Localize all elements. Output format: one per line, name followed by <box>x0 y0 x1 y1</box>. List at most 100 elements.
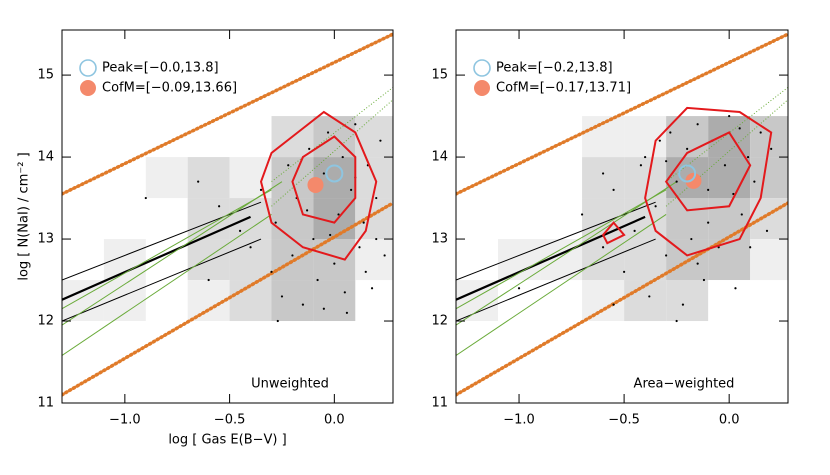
data-point <box>601 246 605 249</box>
density-cell <box>313 280 356 322</box>
data-point <box>644 155 647 159</box>
relation-line <box>62 214 272 356</box>
y-tick-label: 14 <box>37 150 54 165</box>
data-point <box>308 147 311 150</box>
data-point <box>326 131 330 134</box>
x-tick-label: −0.5 <box>608 413 640 428</box>
density-cell <box>103 239 146 281</box>
density-cell <box>271 239 314 281</box>
x-axis-label: log [ Gas E(B−V) ] <box>168 433 286 448</box>
density-cell <box>498 239 541 281</box>
data-point <box>274 221 277 224</box>
data-point <box>665 254 668 257</box>
data-point <box>276 319 279 323</box>
data-point <box>633 229 636 232</box>
density-cell <box>750 157 788 199</box>
peak-marker <box>678 164 697 183</box>
x-tick-label: −1.0 <box>109 413 141 428</box>
data-point <box>238 229 242 232</box>
data-point <box>333 262 336 265</box>
data-point <box>728 114 731 118</box>
data-point <box>316 278 319 282</box>
density-cell <box>187 239 230 281</box>
data-point <box>654 205 657 208</box>
relation-line <box>62 181 283 326</box>
data-point <box>675 180 678 183</box>
plot-area <box>62 32 393 397</box>
legend-label: Peak=[−0.2,13.8] <box>496 61 613 76</box>
y-axis-label: log [ N(NaI) / cm⁻² ] <box>17 152 32 280</box>
data-point <box>765 229 769 232</box>
y-tick-label: 12 <box>431 314 448 329</box>
density-cell <box>271 198 314 240</box>
density-cell <box>271 157 314 199</box>
data-point <box>669 131 672 134</box>
density-cell <box>355 239 393 281</box>
y-tick-label: 13 <box>37 232 54 247</box>
data-point <box>322 307 325 310</box>
density-cell <box>229 157 272 199</box>
legend-label: CofM=[−0.17,13.71] <box>496 81 631 96</box>
legend-marker <box>474 80 490 96</box>
contour <box>259 110 378 261</box>
density-cell <box>355 157 393 199</box>
data-point <box>358 246 361 249</box>
density-cell <box>187 157 230 199</box>
contour <box>664 131 752 212</box>
data-point <box>375 196 378 200</box>
relation-line <box>62 238 262 322</box>
density-cell <box>271 280 314 322</box>
density-cell <box>750 239 788 281</box>
data-point <box>270 270 273 273</box>
data-point <box>259 188 263 191</box>
y-tick-label: 15 <box>431 68 448 83</box>
data-point <box>623 270 626 273</box>
density-cell <box>582 239 625 281</box>
data-point <box>341 155 344 159</box>
data-point <box>612 188 615 191</box>
data-point <box>686 147 689 150</box>
plot-frame <box>61 29 394 404</box>
density-cell <box>582 157 625 199</box>
data-point <box>312 237 315 241</box>
density-cell <box>313 157 356 199</box>
data-point <box>740 213 743 216</box>
data-point <box>343 291 346 294</box>
data-point <box>658 139 661 142</box>
relation-line <box>62 32 393 196</box>
legend-marker <box>79 59 97 77</box>
x-tick-label: 0.0 <box>719 413 740 428</box>
contour <box>644 106 773 257</box>
x-tick-label: 0.0 <box>324 413 345 428</box>
plot-area <box>456 32 788 397</box>
y-tick-label: 13 <box>431 232 448 247</box>
data-point <box>370 287 374 290</box>
relation-line <box>62 201 393 397</box>
x-tick-label: −0.5 <box>214 413 246 428</box>
data-point <box>707 188 710 191</box>
density-cell <box>666 280 709 322</box>
data-point <box>218 205 221 208</box>
data-point <box>362 221 365 224</box>
data-point <box>280 295 284 298</box>
cofm-marker <box>685 172 702 189</box>
data-point <box>770 147 773 150</box>
density-cell <box>582 198 625 240</box>
data-point <box>707 221 710 224</box>
density-cell <box>355 198 393 240</box>
legend-label: Peak=[−0.0,13.8] <box>102 61 219 76</box>
data-point <box>301 303 305 306</box>
data-point <box>753 180 756 183</box>
cofm-marker <box>307 176 324 193</box>
data-point <box>696 123 699 126</box>
density-cell <box>456 280 499 322</box>
y-tick-label: 12 <box>37 314 54 329</box>
density-cell <box>355 116 393 158</box>
density-cell <box>187 198 230 240</box>
relation-line <box>456 214 667 356</box>
data-point <box>197 180 200 183</box>
relation-line <box>456 189 667 310</box>
density-cell <box>624 157 667 199</box>
data-point <box>665 160 668 163</box>
